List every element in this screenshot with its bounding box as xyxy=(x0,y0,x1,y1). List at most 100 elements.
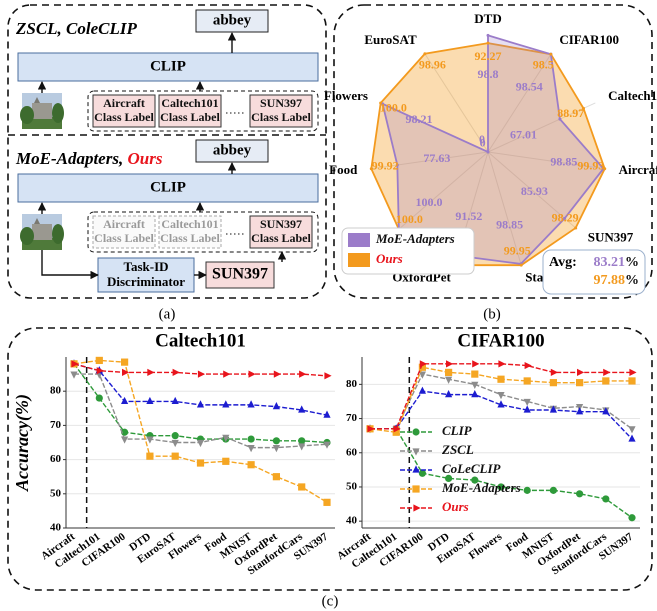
point xyxy=(248,445,255,452)
point xyxy=(550,379,557,386)
point xyxy=(525,362,532,369)
value-label: 98.85 xyxy=(496,217,523,231)
point xyxy=(121,436,128,443)
point xyxy=(602,495,609,502)
value-label: 98.5 xyxy=(533,58,554,72)
value-label: 100.0 xyxy=(380,101,407,115)
point xyxy=(223,371,230,378)
point xyxy=(96,357,103,364)
class-label: Caltech101 xyxy=(161,217,218,231)
point xyxy=(146,397,153,404)
title-part: Ours xyxy=(127,149,162,168)
avg-unit: % xyxy=(625,255,639,270)
class-label-sub: Class Label xyxy=(94,231,154,245)
legend-swatch xyxy=(348,233,370,247)
avg-value: 83.21% xyxy=(594,255,640,270)
radar-point xyxy=(487,34,490,37)
value-label: 99.92 xyxy=(372,159,399,173)
discriminator-label: Task-ID xyxy=(123,259,168,274)
y-tick-label: 70 xyxy=(50,419,62,431)
point xyxy=(172,397,179,404)
point xyxy=(471,371,478,378)
category-label: Food xyxy=(329,162,358,177)
point xyxy=(628,514,635,521)
value-label: 88.97 xyxy=(557,106,584,120)
y-tick-label: 60 xyxy=(50,453,62,465)
legend-marker xyxy=(413,504,420,511)
value-label: 85.93 xyxy=(521,184,548,198)
point xyxy=(576,490,583,497)
point xyxy=(197,400,204,407)
chart-title: CIFAR100 xyxy=(457,330,544,351)
category-label: EuroSAT xyxy=(364,32,417,47)
point xyxy=(299,371,306,378)
class-label-sub: Class Label xyxy=(94,110,154,124)
output-label: abbey xyxy=(213,142,252,158)
point xyxy=(249,371,256,378)
legend-label: Ours xyxy=(442,499,469,514)
category-label: Aircraft xyxy=(619,162,657,177)
point xyxy=(273,445,280,452)
point xyxy=(121,397,128,404)
class-label: SUN397 xyxy=(260,217,302,231)
legend-label: MoE-Adapters xyxy=(375,231,455,246)
avg-label: Avg: xyxy=(549,255,577,270)
avg-number: 97.88 xyxy=(594,273,626,288)
legend-label: CoLeCLIP xyxy=(442,461,502,476)
point xyxy=(603,369,610,376)
value-label: 92.27 xyxy=(475,49,502,63)
point xyxy=(323,442,330,449)
avg-number: 83.21 xyxy=(594,255,626,270)
point xyxy=(628,377,635,384)
photo-castle xyxy=(32,103,52,119)
section-title: MoE-Adapters, Ours xyxy=(15,149,163,168)
point xyxy=(222,458,229,465)
point xyxy=(172,453,179,460)
output-label: abbey xyxy=(213,12,252,28)
class-label: SUN397 xyxy=(260,96,302,110)
arrow xyxy=(42,250,98,275)
point xyxy=(121,359,128,366)
y-tick-label: 80 xyxy=(50,385,62,397)
point xyxy=(602,377,609,384)
legend-swatch xyxy=(348,253,370,267)
point xyxy=(147,369,154,376)
class-label-sub: Class Label xyxy=(251,110,311,124)
point xyxy=(497,376,504,383)
point xyxy=(248,435,255,442)
avg-value: 97.88% xyxy=(594,273,640,288)
point xyxy=(324,372,331,379)
discriminator-label: Discriminator xyxy=(107,274,185,289)
legend-marker xyxy=(412,428,419,435)
class-label: Caltech101 xyxy=(161,96,218,110)
point xyxy=(472,360,479,367)
category-label: SUN397 xyxy=(588,229,634,244)
point xyxy=(577,369,584,376)
value-label: 77.63 xyxy=(423,151,450,165)
value-label: 98.21 xyxy=(405,112,432,126)
point xyxy=(419,387,426,394)
encoder-label: CLIP xyxy=(150,58,186,74)
point xyxy=(197,459,204,466)
point xyxy=(445,369,452,376)
series-line xyxy=(74,360,327,502)
legend-label: CLIP xyxy=(442,423,473,438)
y-tick-label: 80 xyxy=(346,378,358,390)
point xyxy=(629,369,636,376)
chart-title: Caltech101 xyxy=(155,330,246,351)
y-tick-label: 40 xyxy=(50,522,62,534)
point xyxy=(172,432,179,439)
point xyxy=(197,440,204,447)
point xyxy=(173,369,180,376)
point xyxy=(298,443,305,450)
radar-point xyxy=(574,226,577,229)
y-tick-label: 70 xyxy=(346,412,358,424)
point xyxy=(273,473,280,480)
radar-point xyxy=(487,42,490,45)
caption: (c) xyxy=(322,593,339,609)
photo-castle xyxy=(32,224,52,240)
section-title: ZSCL, ColeCLIP xyxy=(15,19,138,38)
point xyxy=(248,461,255,468)
value-label: 100.0 xyxy=(416,195,443,209)
point xyxy=(70,372,77,379)
